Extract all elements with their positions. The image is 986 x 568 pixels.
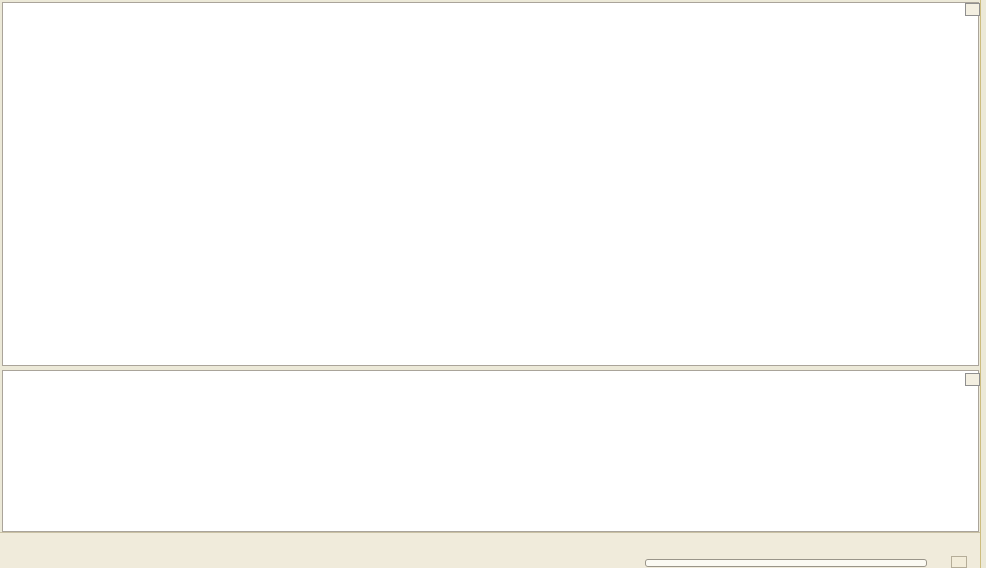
stochastic-panel[interactable] xyxy=(2,370,979,532)
price-chart-panel[interactable] xyxy=(2,2,979,366)
scrollbar-corner[interactable] xyxy=(951,556,967,568)
close-icon[interactable] xyxy=(965,373,980,386)
horizontal-scrollbar-thumb[interactable] xyxy=(645,559,927,567)
close-icon[interactable] xyxy=(965,3,980,16)
window-right-border xyxy=(980,0,986,568)
